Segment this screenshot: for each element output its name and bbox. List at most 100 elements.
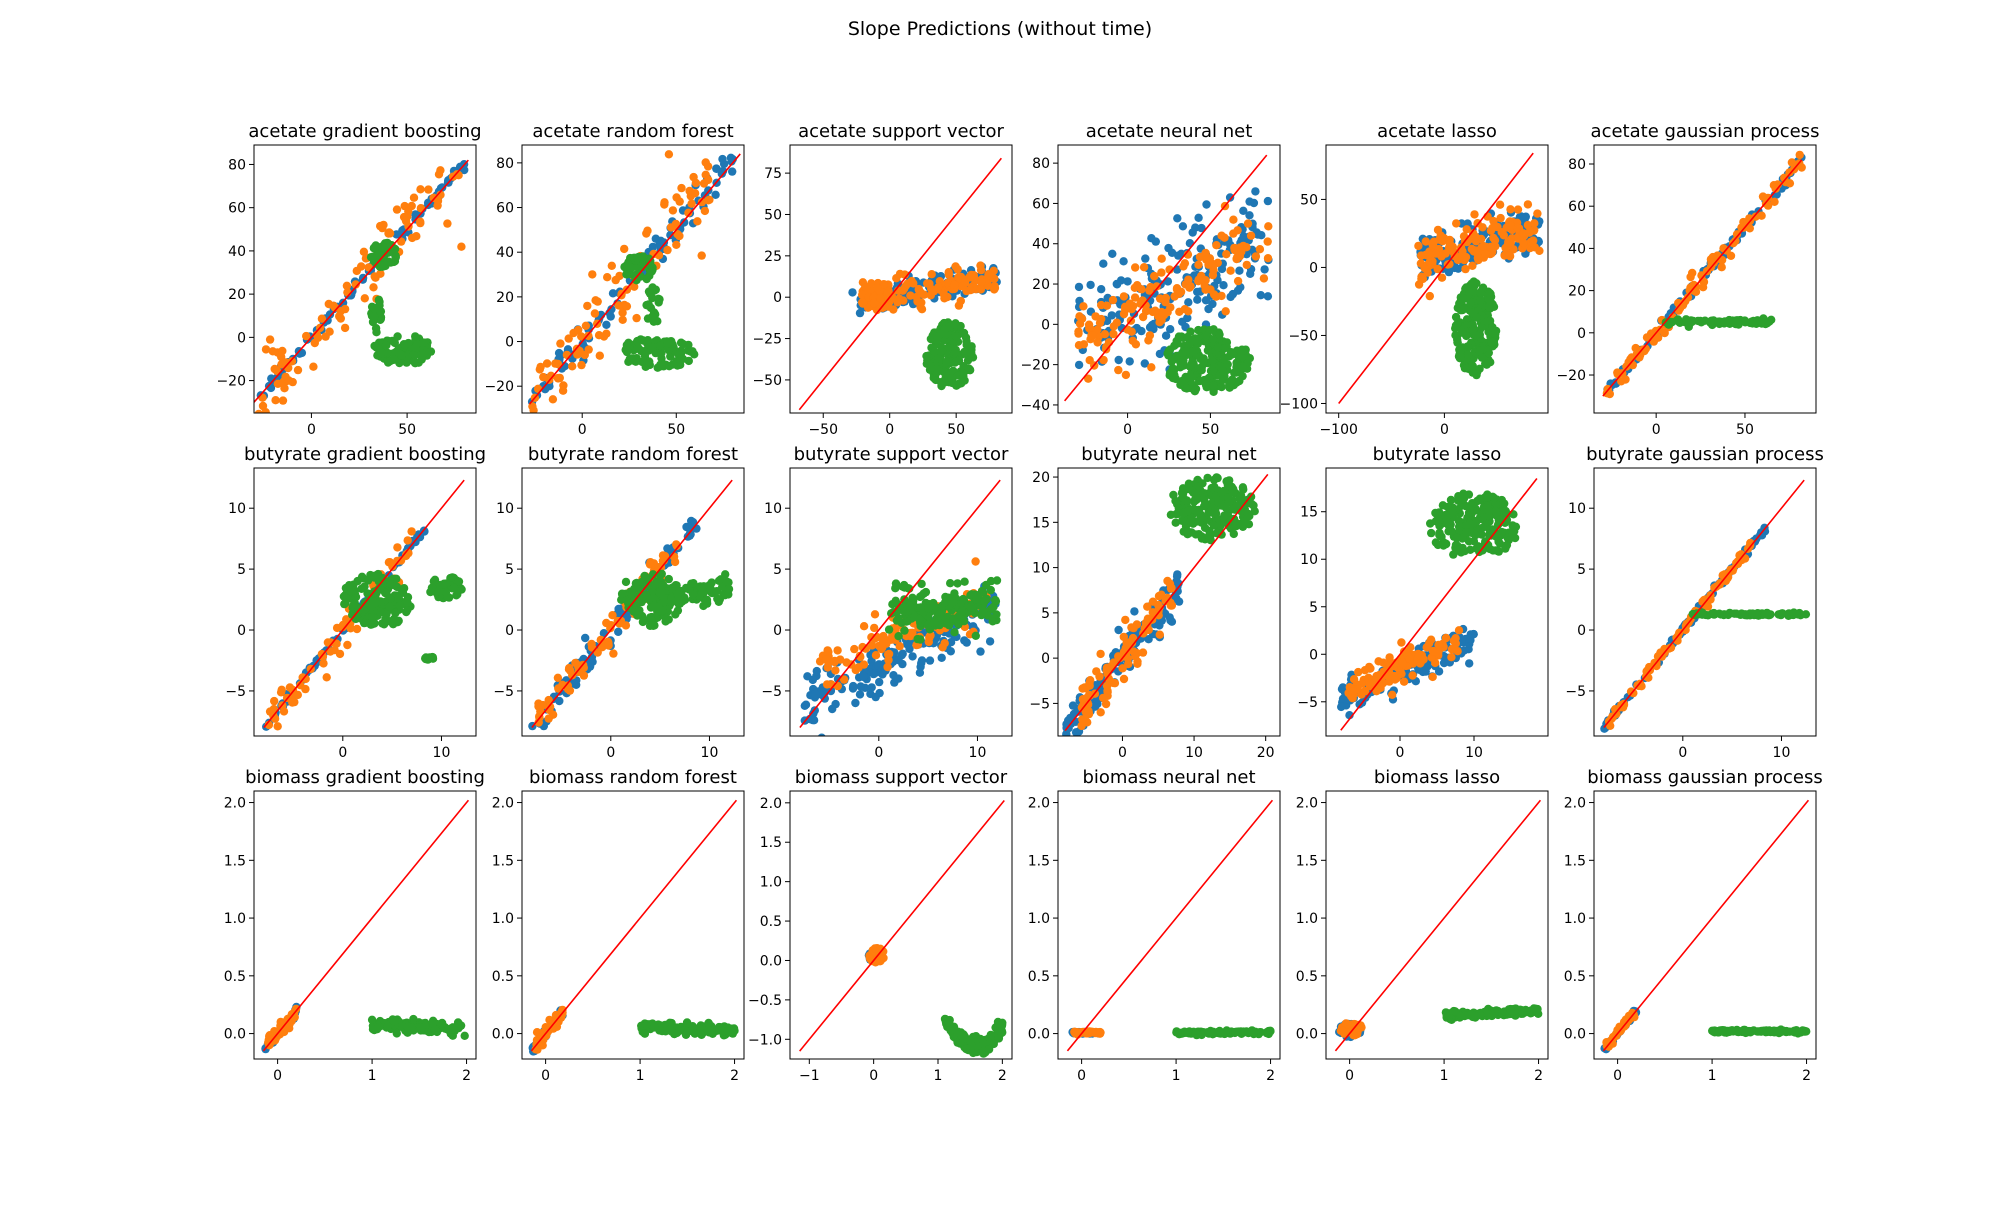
y-tick-label: 80	[496, 156, 514, 172]
scatter-points	[528, 150, 737, 421]
point-test	[1140, 263, 1148, 271]
point-extrapolate	[1470, 366, 1478, 374]
subplot-title: acetate gaussian process	[1591, 121, 1820, 142]
point-test	[393, 205, 401, 213]
point-test	[938, 643, 946, 651]
point-test	[1425, 250, 1433, 258]
point-train	[649, 243, 657, 251]
y-tick-label: 5	[1041, 606, 1050, 622]
point-test	[918, 305, 926, 313]
point-extrapolate	[650, 317, 658, 325]
y-tick-label: −5	[761, 684, 782, 700]
point-extrapolate	[1186, 339, 1194, 347]
point-test	[689, 173, 697, 181]
point-test	[1156, 294, 1164, 302]
point-extrapolate	[1489, 493, 1497, 501]
point-extrapolate	[371, 305, 379, 313]
y-tick-label: 20	[1032, 277, 1050, 293]
point-extrapolate	[1471, 531, 1479, 539]
point-test	[615, 272, 623, 280]
point-extrapolate	[647, 304, 655, 312]
point-extrapolate	[725, 585, 733, 593]
point-test	[259, 402, 267, 410]
x-tick-label: 50	[667, 422, 685, 438]
point-train	[1075, 283, 1083, 291]
point-test	[1154, 601, 1162, 609]
point-extrapolate	[648, 283, 656, 291]
point-test	[1084, 708, 1092, 716]
point-test	[1530, 219, 1538, 227]
y-tick-label: 20	[1032, 470, 1050, 486]
point-extrapolate	[1203, 474, 1211, 482]
point-train	[1173, 570, 1181, 578]
point-extrapolate	[934, 333, 942, 341]
point-test	[971, 557, 979, 565]
y-tick-label: −40	[1020, 398, 1050, 414]
point-extrapolate	[1179, 509, 1187, 517]
point-test	[1096, 650, 1104, 658]
point-test	[1420, 264, 1428, 272]
y-tick-label: 15	[1032, 515, 1050, 531]
point-test	[1129, 337, 1137, 345]
point-extrapolate	[885, 625, 893, 633]
x-tick-label: 0	[1118, 745, 1127, 761]
point-extrapolate	[622, 578, 630, 586]
point-train	[1164, 244, 1172, 252]
point-test	[1150, 272, 1158, 280]
point-test	[407, 527, 415, 535]
y-tick-label: 80	[228, 157, 246, 173]
point-test	[549, 711, 557, 719]
point-train	[1235, 267, 1243, 275]
point-train	[1166, 613, 1174, 621]
point-extrapolate	[980, 597, 988, 605]
point-test	[556, 339, 564, 347]
point-train	[1173, 214, 1181, 222]
point-test	[554, 674, 562, 682]
point-extrapolate	[360, 619, 368, 627]
point-extrapolate	[353, 577, 361, 585]
point-extrapolate	[949, 614, 957, 622]
point-test	[822, 655, 830, 663]
point-extrapolate	[1187, 517, 1195, 525]
point-test	[991, 284, 999, 292]
x-tick-label: 10	[433, 745, 451, 761]
point-train	[1099, 260, 1107, 268]
point-test	[1348, 694, 1356, 702]
point-test	[892, 274, 900, 282]
point-test	[850, 645, 858, 653]
point-train	[602, 321, 610, 329]
point-extrapolate	[1464, 351, 1472, 359]
subplot-title: acetate lasso	[1377, 121, 1497, 142]
point-test	[883, 663, 891, 671]
point-test	[1770, 181, 1778, 189]
point-test	[1524, 200, 1532, 208]
point-test	[568, 362, 576, 370]
point-test	[977, 278, 985, 286]
point-test	[1535, 247, 1543, 255]
point-test	[940, 294, 948, 302]
point-test	[1496, 214, 1504, 222]
point-extrapolate	[922, 352, 930, 360]
axes-frame	[1326, 145, 1548, 413]
point-extrapolate	[1476, 496, 1484, 504]
point-test	[433, 201, 441, 209]
point-extrapolate	[370, 619, 378, 627]
point-train	[1119, 257, 1127, 265]
point-test	[1244, 219, 1252, 227]
point-extrapolate	[626, 263, 634, 271]
point-test	[1408, 671, 1416, 679]
point-train	[1229, 290, 1237, 298]
point-test	[588, 270, 596, 278]
point-test	[1400, 678, 1408, 686]
point-test	[1434, 226, 1442, 234]
scatter-points	[1600, 524, 1810, 733]
point-test	[343, 282, 351, 290]
y-tick-label: 40	[496, 245, 514, 261]
y-tick-label: −5	[1029, 696, 1050, 712]
y-tick-label: 60	[1032, 196, 1050, 212]
point-test	[977, 285, 985, 293]
point-test	[923, 279, 931, 287]
x-tick-label: 0	[874, 745, 883, 761]
